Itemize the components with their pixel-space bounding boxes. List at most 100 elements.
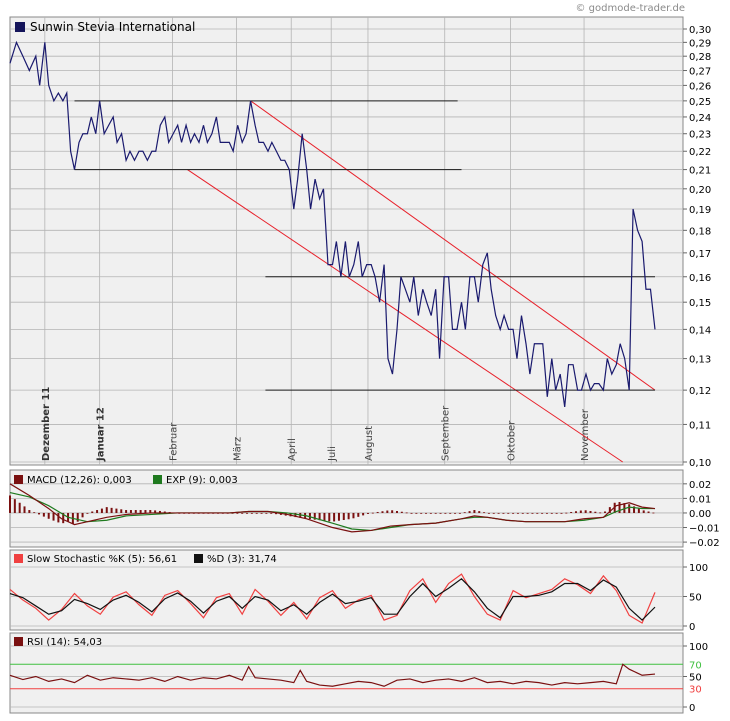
macd-histogram-bar [347, 512, 350, 520]
price-x-tick-label: April [287, 438, 298, 461]
macd-histogram-bar [468, 511, 471, 513]
stochastic-panel-bg [9, 549, 684, 631]
macd-histogram-bar [507, 512, 510, 514]
macd-histogram-bar [42, 512, 45, 517]
price-panel-bg [9, 16, 684, 466]
rsi-reference-label: 70 [689, 660, 702, 671]
price-y-tick-label: 0,11 [689, 420, 711, 431]
rsi-reference-lines: 70 30 [10, 660, 702, 696]
macd-histogram-bar [241, 512, 244, 514]
price-x-tick-label: September [441, 405, 452, 461]
macd-histogram-bar [618, 502, 621, 513]
macd-histogram-bar [366, 512, 369, 514]
macd-histogram-bar [100, 508, 103, 513]
macd-histogram-bar [536, 512, 539, 514]
macd-histogram-bar [410, 512, 413, 514]
macd-y-tick-label: −0.01 [689, 524, 720, 535]
macd-histogram-bar [337, 512, 340, 521]
macd-histogram-bar [236, 512, 239, 514]
macd-signal-line [9, 491, 655, 532]
macd-y-tick-label: 0.00 [689, 509, 711, 520]
macd-histogram-bar [342, 512, 345, 520]
macd-panel: 0.02 0.01 0.00 −0.01 −0.02 MACD (12,26): 0,0… [9, 469, 720, 549]
macd-line [9, 483, 656, 533]
macd-histogram-bar [550, 512, 553, 514]
macd-histogram-bar [608, 507, 611, 513]
macd-histogram-bar [492, 512, 495, 514]
macd-histogram-bar [308, 512, 311, 520]
price-y-tick-label: 0,20 [689, 185, 711, 196]
macd-histogram-bar [81, 512, 84, 518]
price-y-tick-label: 0,24 [689, 113, 711, 124]
macd-histogram-bar [154, 510, 157, 513]
macd-histogram-bar [570, 511, 573, 513]
price-y-tick-label: 0,17 [689, 249, 711, 260]
macd-histogram-bar [642, 510, 645, 513]
price-y-tick-label: 0,23 [689, 130, 711, 141]
macd-histogram-bar [318, 512, 321, 521]
price-y-tick-label: 0,26 [689, 81, 711, 92]
macd-histogram-bar [623, 503, 626, 513]
price-legend-label: Sunwin Stevia International [30, 20, 195, 34]
macd-histogram-bar [502, 512, 505, 514]
macd-histogram-bar [231, 512, 234, 514]
macd-y-tick-label: −0.02 [689, 538, 720, 549]
macd-y-tick-label: 0.01 [689, 494, 711, 505]
price-y-tick-label: 0,12 [689, 386, 711, 397]
price-y-tick-label: 0,13 [689, 355, 711, 366]
macd-histogram-bar [125, 510, 128, 513]
macd-histogram-bar [96, 510, 99, 513]
macd-histogram-bar [28, 510, 31, 513]
macd-histogram-bar [434, 512, 437, 514]
price-x-tick-label: Juli [327, 446, 338, 462]
macd-histogram-bar [594, 511, 597, 513]
price-x-tick-label: März [232, 437, 243, 461]
macd-histogram-bar [405, 512, 408, 514]
macd-histogram-bar [158, 510, 161, 513]
price-y-tick-label: 0,25 [689, 97, 711, 108]
macd-histogram-bar [415, 512, 418, 514]
price-y-tick-label: 0,21 [689, 166, 711, 177]
macd-histogram-bar [357, 512, 360, 517]
macd-histogram-bar [589, 511, 592, 513]
macd-histogram-bar [604, 511, 607, 513]
rsi-y-axis: 100 50 0 [683, 642, 708, 714]
macd-histogram-bar [163, 511, 166, 513]
macd-histogram-bar [429, 512, 432, 514]
signal-legend-label: EXP (9): 0,003 [166, 475, 238, 486]
macd-histogram-bar [579, 510, 582, 513]
macd-panel-bg [9, 469, 684, 548]
macd-histogram-bar [270, 512, 273, 514]
macd-legend-label: MACD (12,26): 0,003 [27, 475, 132, 486]
macd-histogram-bar [526, 512, 529, 514]
stochastic-y-tick-label: 50 [689, 593, 702, 604]
macd-histogram-bar [584, 510, 587, 513]
macd-histogram-bar [541, 512, 544, 514]
macd-histogram-bar [38, 512, 41, 515]
price-x-axis: Dezember 11 Januar 12 Februar März April Juli… [41, 387, 591, 462]
macd-histogram-bar [352, 512, 355, 519]
trendline-support-channel [187, 169, 624, 463]
macd-histogram-bar [444, 512, 447, 514]
rsi-panel-bg [9, 632, 684, 714]
signal-legend-swatch [153, 475, 162, 484]
stochastic-y-tick-label: 0 [689, 622, 695, 633]
price-panel: 0,30 0,29 0,28 0,27 0,26 0,25 0,24 0,23 0,22 0,21… [9, 16, 711, 469]
macd-histogram-bar [139, 510, 142, 513]
price-x-tick-label: Oktober [507, 420, 518, 461]
price-y-axis: 0,30 0,29 0,28 0,27 0,26 0,25 0,24 0,23 0,22 0,21… [683, 25, 711, 469]
macd-histogram-bar [13, 499, 16, 513]
macd-histogram-bar [565, 512, 568, 514]
macd-histogram-bar [376, 511, 379, 513]
macd-histogram-bar [637, 508, 640, 513]
macd-histogram-bar [512, 512, 515, 514]
macd-histogram-bar [449, 512, 452, 514]
stochastic-panel: 100 50 0 Slow Stochastic %K (5): 56,61 %D … [9, 549, 708, 633]
macd-histogram-bar [105, 507, 108, 513]
macd-histogram-bar [371, 512, 374, 514]
rsi-y-tick-label: 0 [689, 703, 695, 714]
macd-histogram-bar [396, 511, 398, 513]
macd-histogram-bar [115, 508, 118, 513]
price-legend-swatch [15, 22, 25, 32]
